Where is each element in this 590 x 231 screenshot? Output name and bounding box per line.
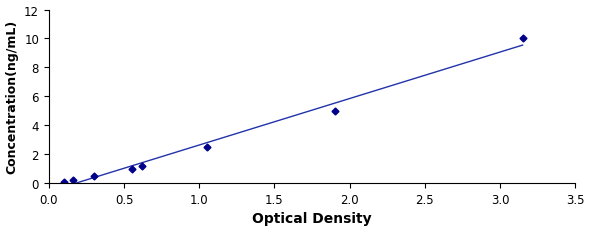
Y-axis label: Concentration(ng/mL): Concentration(ng/mL) xyxy=(5,20,18,174)
X-axis label: Optical Density: Optical Density xyxy=(252,212,372,225)
